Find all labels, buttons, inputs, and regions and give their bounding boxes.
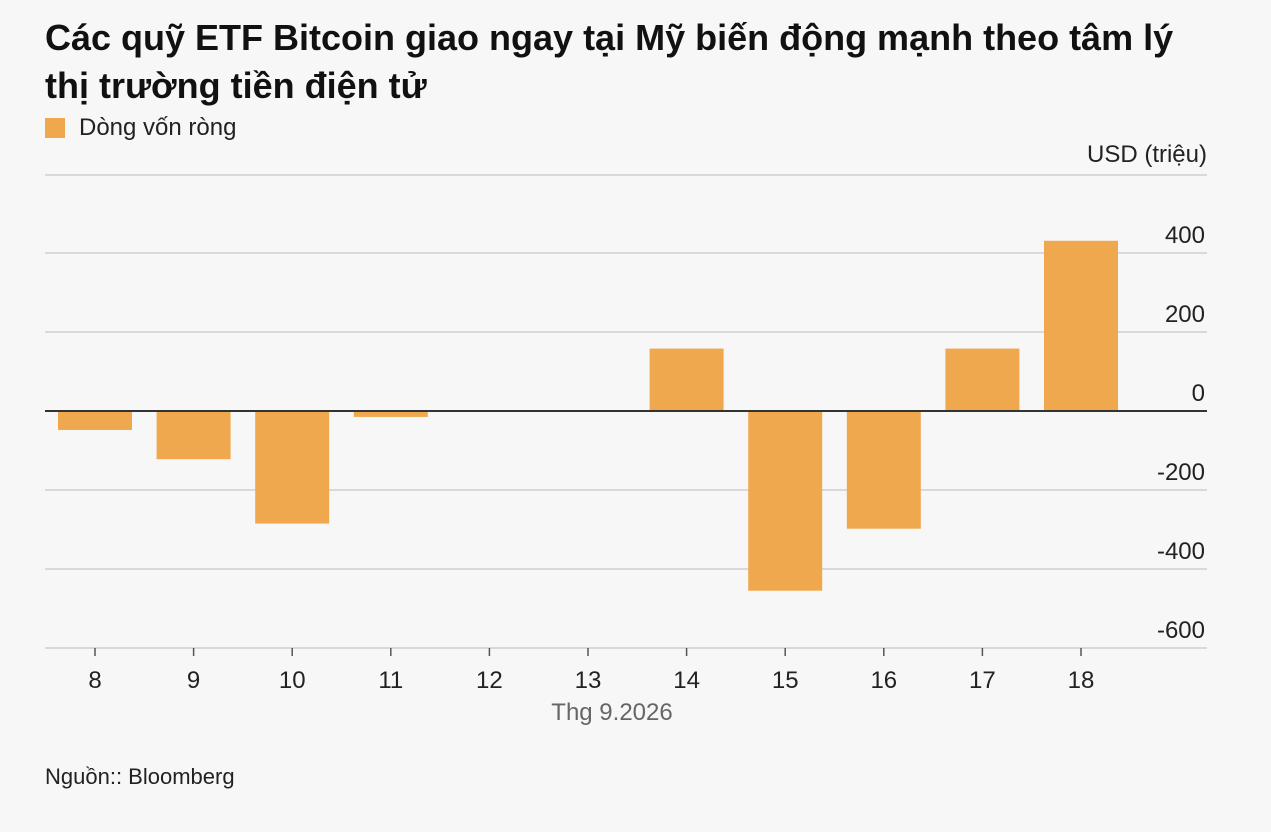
x-tick-label: 8 xyxy=(88,667,101,694)
legend-swatch xyxy=(45,118,65,138)
y-tick-label: -400 xyxy=(1157,538,1205,565)
x-tick-label: 15 xyxy=(772,667,799,694)
x-tick-label: 12 xyxy=(476,667,503,694)
legend-label: Dòng vốn ròng xyxy=(79,114,237,141)
x-tick-label: 14 xyxy=(673,667,700,694)
bar-15 xyxy=(748,411,823,591)
y-tick-label: 400 xyxy=(1165,222,1205,249)
bar-8 xyxy=(58,411,132,430)
bar-chart: 400 200 0 -200 -400 -600 8 9 10 11 12 13 14 15 16 17 18… xyxy=(45,141,1207,726)
bar-11 xyxy=(353,411,428,417)
x-tick-label: 13 xyxy=(575,667,602,694)
x-tick-label: 9 xyxy=(187,667,200,694)
bar-14 xyxy=(649,348,724,411)
source-note: Nguồn:: Bloomberg xyxy=(45,764,235,789)
bar-10 xyxy=(255,411,330,524)
x-tick-label: 18 xyxy=(1068,667,1095,694)
y-tick-label: -600 xyxy=(1157,617,1205,644)
x-tick-label: 16 xyxy=(870,667,897,694)
y-axis-unit-label: USD (triệu) xyxy=(1087,141,1207,168)
gridlines xyxy=(45,174,1207,649)
bar-17 xyxy=(945,348,1020,411)
y-tick-label: 200 xyxy=(1165,301,1205,328)
x-axis-title: Thg 9.2026 xyxy=(551,699,672,726)
x-tick-label: 17 xyxy=(969,667,996,694)
legend: Dòng vốn ròng xyxy=(45,114,236,142)
y-tick-label: 0 xyxy=(1192,380,1205,407)
x-tick-label: 10 xyxy=(279,667,306,694)
chart-title: Các quỹ ETF Bitcoin giao ngay tại Mỹ biế… xyxy=(45,17,1174,106)
bar-18 xyxy=(1044,240,1118,411)
x-tick-label: 11 xyxy=(378,667,403,694)
y-tick-label: -200 xyxy=(1157,459,1205,486)
x-tick-labels: 8 9 10 11 12 13 14 15 16 17 18 xyxy=(88,648,1094,694)
bar-9 xyxy=(156,411,231,460)
y-tick-labels: 400 200 0 -200 -400 -600 xyxy=(1157,222,1205,644)
bars xyxy=(58,240,1118,591)
bar-16 xyxy=(846,411,921,529)
